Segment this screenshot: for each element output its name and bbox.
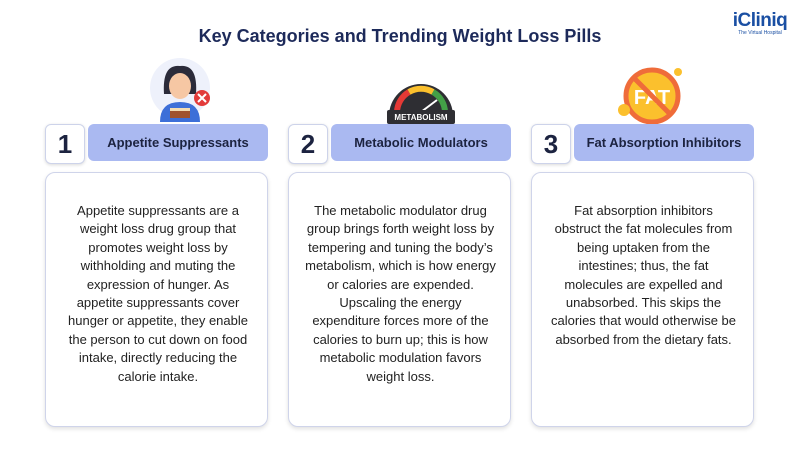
card-title: Fat Absorption Inhibitors bbox=[574, 124, 754, 161]
metabolism-icon: METABOLISM bbox=[387, 84, 455, 124]
logo: iCliniq The Virtual Hospital bbox=[724, 10, 796, 36]
title: Key Categories and Trending Weight Loss … bbox=[198, 26, 602, 46]
card-body: Fat absorption inhibitors obstruct the f… bbox=[551, 203, 736, 347]
card: Fat absorption inhibitors obstruct the f… bbox=[531, 172, 754, 427]
card-number: 1 bbox=[45, 124, 85, 164]
logo-tagline: The Virtual Hospital bbox=[738, 30, 782, 36]
card-body: The metabolic modulator drug group bring… bbox=[305, 203, 496, 384]
icon-text: METABOLISM bbox=[394, 113, 448, 122]
card: Appetite suppressants are a weight loss … bbox=[45, 172, 268, 427]
card-body: Appetite suppressants are a weight loss … bbox=[68, 203, 248, 384]
appetite-icon bbox=[150, 58, 210, 122]
card-number: 2 bbox=[288, 124, 328, 164]
logo-name: iCliniq bbox=[732, 10, 788, 31]
fat-icon: FAT bbox=[618, 67, 682, 125]
card-title: Metabolic Modulators bbox=[331, 124, 511, 161]
card: The metabolic modulator drug group bring… bbox=[288, 172, 511, 427]
card-number: 3 bbox=[531, 124, 571, 164]
card-title: Appetite Suppressants bbox=[88, 124, 268, 161]
